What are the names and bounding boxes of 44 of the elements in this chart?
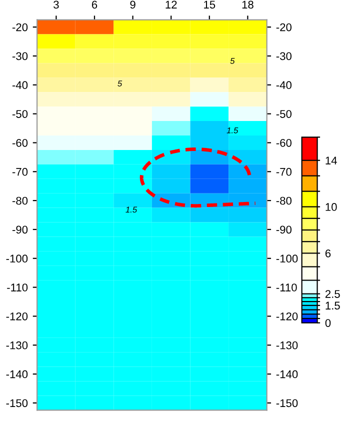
y-tick-label: -30 [12,52,28,60]
y-tick-label: -120 [6,312,28,320]
y-tick-label: -100 [6,254,28,263]
category-label: -70 [276,168,292,176]
x-tick-label: 12 [166,0,177,8]
y-tick-label: -70 [12,168,28,176]
x-tick-label: 15 [204,0,216,9]
y-tick-label: -20 [12,23,28,32]
x-tick-label: 9 [130,0,136,9]
y-tick-label: -60 [12,138,28,147]
y-tick-label: -110 [7,284,28,292]
y-tick-label: -90 [12,226,28,234]
y-tick-label: -140 [6,370,28,378]
category-label: -150 [276,399,298,408]
color-bar-label: 2.5 [325,290,340,298]
color-bar-label: 14 [326,156,337,164]
annotation: 1.5 [226,128,238,134]
category-label: -130 [276,341,298,350]
color-bar-label: 1.5 [326,302,340,310]
color-bar-label: 10 [326,203,337,211]
category-label: -60 [276,138,292,147]
color-bar-label: 6 [325,249,331,258]
x-tick-label: 18 [242,0,254,9]
category-label: -30 [276,52,292,60]
category-label: -110 [276,284,297,292]
category-label: -20 [276,23,292,32]
y-tick-label: -50 [12,110,28,118]
y-tick-label: -130 [6,341,28,350]
annotation: 5 [118,80,122,86]
annotation: 1.5 [126,206,138,213]
category-label: -120 [276,312,298,320]
annotation: 5 [230,58,235,64]
category-label: -90 [276,226,292,234]
category-label: -50 [276,110,292,118]
y-tick-label: -150 [6,399,28,408]
category-label: -140 [276,370,298,378]
x-tick-label: 3 [54,0,59,9]
y-tick-label: -40 [12,81,28,90]
color-bar-label: 0 [325,319,331,327]
x-tick-label: 6 [92,0,98,9]
category-label: -100 [276,254,298,263]
category-label: -40 [276,81,292,90]
y-tick-label: -80 [12,196,28,205]
category-label: -80 [276,196,292,205]
